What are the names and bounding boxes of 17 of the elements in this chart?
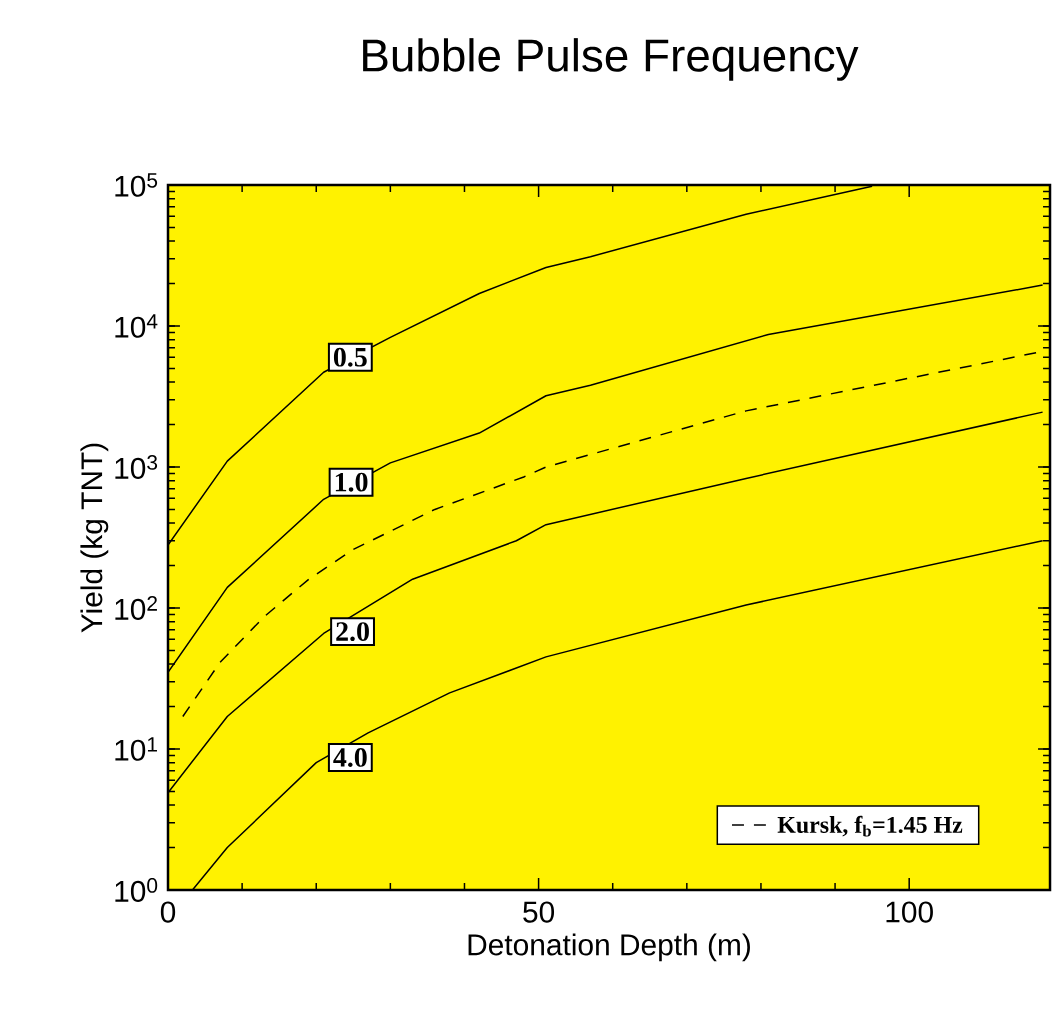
annotation: 1.0: [335, 472, 368, 492]
x-tick-label: 0: [160, 901, 176, 923]
legend-label: Kursk, f$_{b}$=1.45 Hz: [777, 815, 963, 837]
y-axis-title: Yield (kg TNT): [80, 443, 109, 633]
x-tick-label: 50: [523, 901, 555, 923]
y-tick-label: 10$^{4}$: [115, 314, 158, 338]
y-tick-label: 10$^{5}$: [115, 173, 158, 197]
y-tick-label: 10$^{0}$: [115, 878, 158, 902]
annotation: 4.0: [333, 748, 367, 767]
annotation: 2.0: [336, 622, 369, 642]
x-axis-title: Detonation Depth (m): [468, 933, 750, 962]
y-tick-label: 10$^{1}$: [115, 737, 157, 761]
y-tick-label: 10$^{3}$: [115, 455, 158, 479]
annotation: 0.5: [333, 347, 367, 367]
chart-title: Bubble Pulse Frequency: [363, 38, 859, 81]
x-tick-label: 100: [886, 901, 933, 923]
y-tick-label: 10$^{2}$: [115, 596, 157, 620]
